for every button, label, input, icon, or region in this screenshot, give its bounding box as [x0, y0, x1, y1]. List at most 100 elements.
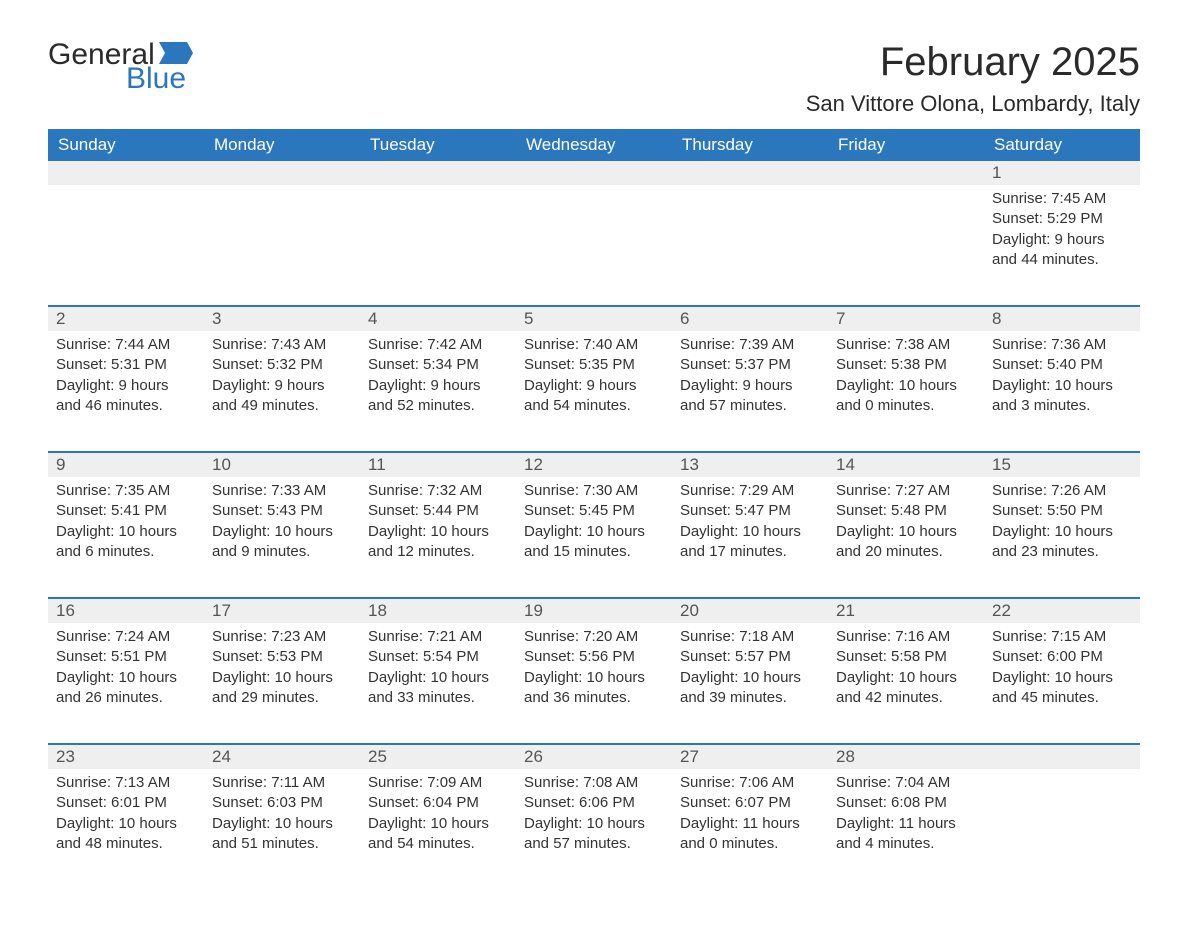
day-info-line: Daylight: 10 hours — [212, 814, 352, 834]
day-cell: Sunrise: 7:04 AMSunset: 6:08 PMDaylight:… — [828, 769, 984, 889]
daynum-strip: 1 — [48, 161, 1140, 185]
day-number: 23 — [48, 745, 204, 769]
day-number: 1 — [984, 161, 1140, 185]
day-info-line: and 44 minutes. — [992, 250, 1132, 270]
day-cell: Sunrise: 7:44 AMSunset: 5:31 PMDaylight:… — [48, 331, 204, 451]
day-cell: Sunrise: 7:23 AMSunset: 5:53 PMDaylight:… — [204, 623, 360, 743]
day-cell: Sunrise: 7:45 AMSunset: 5:29 PMDaylight:… — [984, 185, 1140, 305]
daynum-strip: 2345678 — [48, 305, 1140, 331]
day-info-line: Sunset: 5:50 PM — [992, 501, 1132, 521]
day-cell: Sunrise: 7:13 AMSunset: 6:01 PMDaylight:… — [48, 769, 204, 889]
day-info-line: and 45 minutes. — [992, 688, 1132, 708]
day-info-line: Sunset: 5:51 PM — [56, 647, 196, 667]
day-info-line: Sunset: 5:56 PM — [524, 647, 664, 667]
day-info-line: and 54 minutes. — [524, 396, 664, 416]
day-number — [204, 161, 360, 185]
day-info-line: Sunset: 5:41 PM — [56, 501, 196, 521]
day-number: 28 — [828, 745, 984, 769]
day-info-line: Daylight: 11 hours — [836, 814, 976, 834]
day-info-line: Daylight: 9 hours — [56, 376, 196, 396]
day-cell: Sunrise: 7:06 AMSunset: 6:07 PMDaylight:… — [672, 769, 828, 889]
day-info-line: Sunrise: 7:08 AM — [524, 773, 664, 793]
day-number: 6 — [672, 307, 828, 331]
day-info-line: and 17 minutes. — [680, 542, 820, 562]
day-info-line: Sunset: 5:43 PM — [212, 501, 352, 521]
day-number: 22 — [984, 599, 1140, 623]
day-info-line: Sunrise: 7:20 AM — [524, 627, 664, 647]
day-cell: Sunrise: 7:38 AMSunset: 5:38 PMDaylight:… — [828, 331, 984, 451]
day-info-line: and 57 minutes. — [680, 396, 820, 416]
day-cell — [360, 185, 516, 305]
day-cell: Sunrise: 7:39 AMSunset: 5:37 PMDaylight:… — [672, 331, 828, 451]
day-info-line: Sunrise: 7:09 AM — [368, 773, 508, 793]
day-info-line: Sunrise: 7:13 AM — [56, 773, 196, 793]
day-info-line: Sunrise: 7:06 AM — [680, 773, 820, 793]
day-cell: Sunrise: 7:35 AMSunset: 5:41 PMDaylight:… — [48, 477, 204, 597]
day-cell: Sunrise: 7:36 AMSunset: 5:40 PMDaylight:… — [984, 331, 1140, 451]
day-info-line: Daylight: 9 hours — [680, 376, 820, 396]
day-info-line: Daylight: 10 hours — [212, 522, 352, 542]
day-info-line: and 29 minutes. — [212, 688, 352, 708]
day-info-line: Sunset: 5:31 PM — [56, 355, 196, 375]
day-cell: Sunrise: 7:29 AMSunset: 5:47 PMDaylight:… — [672, 477, 828, 597]
day-info-line: Sunset: 6:03 PM — [212, 793, 352, 813]
day-info-line: Sunset: 5:34 PM — [368, 355, 508, 375]
day-header: Tuesday — [360, 129, 516, 161]
day-info-line: Daylight: 10 hours — [524, 814, 664, 834]
week-row: Sunrise: 7:45 AMSunset: 5:29 PMDaylight:… — [48, 185, 1140, 305]
day-info-line: Daylight: 10 hours — [992, 668, 1132, 688]
day-info-line: Daylight: 10 hours — [680, 522, 820, 542]
day-info-line: Sunset: 5:32 PM — [212, 355, 352, 375]
day-info-line: Daylight: 9 hours — [368, 376, 508, 396]
day-number: 3 — [204, 307, 360, 331]
week-row: Sunrise: 7:13 AMSunset: 6:01 PMDaylight:… — [48, 769, 1140, 889]
day-number: 4 — [360, 307, 516, 331]
day-number: 11 — [360, 453, 516, 477]
day-header: Sunday — [48, 129, 204, 161]
day-info-line: Sunrise: 7:33 AM — [212, 481, 352, 501]
day-cell: Sunrise: 7:18 AMSunset: 5:57 PMDaylight:… — [672, 623, 828, 743]
day-header: Monday — [204, 129, 360, 161]
day-info-line: Daylight: 10 hours — [836, 522, 976, 542]
day-info-line: Daylight: 9 hours — [212, 376, 352, 396]
day-info-line: Sunset: 5:47 PM — [680, 501, 820, 521]
day-number — [672, 161, 828, 185]
day-cell: Sunrise: 7:42 AMSunset: 5:34 PMDaylight:… — [360, 331, 516, 451]
day-info-line: Sunrise: 7:21 AM — [368, 627, 508, 647]
day-info-line: Sunrise: 7:24 AM — [56, 627, 196, 647]
daynum-strip: 9101112131415 — [48, 451, 1140, 477]
day-cell: Sunrise: 7:09 AMSunset: 6:04 PMDaylight:… — [360, 769, 516, 889]
daynum-strip: 16171819202122 — [48, 597, 1140, 623]
day-info-line: and 57 minutes. — [524, 834, 664, 854]
day-info-line: Daylight: 10 hours — [56, 522, 196, 542]
day-info-line: Daylight: 10 hours — [368, 522, 508, 542]
day-info-line: and 49 minutes. — [212, 396, 352, 416]
day-info-line: and 12 minutes. — [368, 542, 508, 562]
day-cell: Sunrise: 7:43 AMSunset: 5:32 PMDaylight:… — [204, 331, 360, 451]
day-info-line: Sunset: 5:54 PM — [368, 647, 508, 667]
day-number: 2 — [48, 307, 204, 331]
day-info-line: Sunrise: 7:15 AM — [992, 627, 1132, 647]
day-info-line: and 51 minutes. — [212, 834, 352, 854]
day-info-line: and 39 minutes. — [680, 688, 820, 708]
day-info-line: Sunset: 5:29 PM — [992, 209, 1132, 229]
day-number: 19 — [516, 599, 672, 623]
day-header: Friday — [828, 129, 984, 161]
day-cell: Sunrise: 7:40 AMSunset: 5:35 PMDaylight:… — [516, 331, 672, 451]
day-number: 25 — [360, 745, 516, 769]
day-info-line: Sunrise: 7:45 AM — [992, 189, 1132, 209]
day-info-line: and 6 minutes. — [56, 542, 196, 562]
day-number: 14 — [828, 453, 984, 477]
week-row: Sunrise: 7:44 AMSunset: 5:31 PMDaylight:… — [48, 331, 1140, 451]
day-info-line: and 4 minutes. — [836, 834, 976, 854]
day-info-line: Sunrise: 7:26 AM — [992, 481, 1132, 501]
day-cell: Sunrise: 7:11 AMSunset: 6:03 PMDaylight:… — [204, 769, 360, 889]
day-cell: Sunrise: 7:33 AMSunset: 5:43 PMDaylight:… — [204, 477, 360, 597]
day-header: Saturday — [984, 129, 1140, 161]
day-cell — [984, 769, 1140, 889]
day-info-line: and 15 minutes. — [524, 542, 664, 562]
location: San Vittore Olona, Lombardy, Italy — [806, 91, 1140, 117]
day-cell — [828, 185, 984, 305]
day-cell: Sunrise: 7:24 AMSunset: 5:51 PMDaylight:… — [48, 623, 204, 743]
week-row: Sunrise: 7:24 AMSunset: 5:51 PM Daylight:… — [48, 623, 1140, 743]
